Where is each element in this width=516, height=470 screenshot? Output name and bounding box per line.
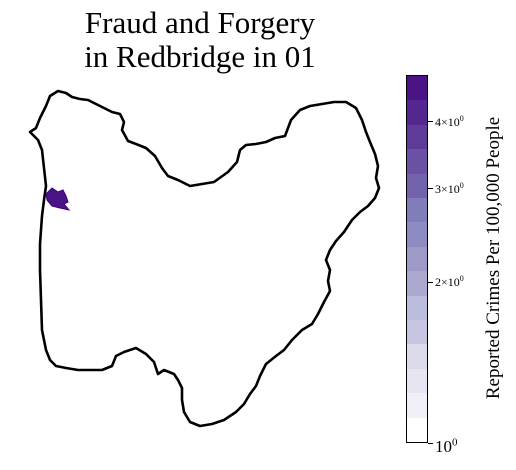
- colorbar-tick-label: 2×100: [435, 274, 464, 290]
- colorbar-segment: [407, 100, 427, 125]
- colorbar-segment: [407, 295, 427, 321]
- colorbar-segment: [407, 222, 427, 247]
- colorbar-label: Reported Crimes Per 100,000 People: [483, 116, 504, 400]
- colorbar-tick-label: 100: [435, 435, 458, 456]
- colorbar-segment: [407, 271, 427, 296]
- title-line-2: in Redbridge in 01: [84, 39, 316, 74]
- redbridge-boundary: [28, 89, 381, 428]
- title-line-1: Fraud and Forgery: [84, 5, 316, 40]
- colorbar-segment: [407, 417, 427, 442]
- colorbar-segment: [407, 76, 427, 101]
- colorbar-tick-label: 4×100: [435, 113, 464, 129]
- colorbar-tick: [428, 188, 433, 190]
- colorbar-tick: [428, 281, 433, 283]
- map-title: Fraud and Forgery in Redbridge in 01: [0, 6, 400, 74]
- colorbar-segment: [407, 368, 427, 394]
- colorbar-tick: [428, 442, 433, 444]
- colorbar-segment: [407, 173, 427, 199]
- colorbar-segment: [407, 149, 427, 174]
- colorbar-segment: [407, 320, 427, 345]
- colorbar-segment: [407, 124, 427, 150]
- colorbar-segment: [407, 393, 427, 418]
- colorbar-segment: [407, 344, 427, 369]
- colorbar-segment: [407, 198, 427, 223]
- colorbar-tick: [428, 121, 433, 123]
- colorbar: [406, 75, 428, 443]
- highlighted-ward: [45, 187, 71, 211]
- colorbar-segment: [407, 246, 427, 272]
- colorbar-tick-label: 3×100: [435, 180, 464, 196]
